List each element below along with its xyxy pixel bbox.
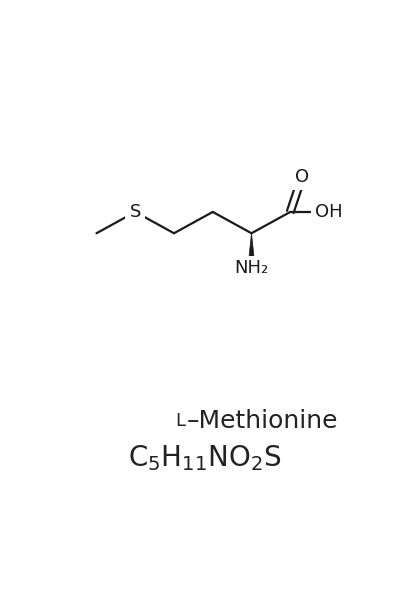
Text: C$_5$H$_{11}$NO$_2$S: C$_5$H$_{11}$NO$_2$S [128, 443, 282, 473]
Text: –Methionine: –Methionine [186, 409, 338, 433]
Text: NH₂: NH₂ [234, 259, 269, 277]
Text: L: L [175, 412, 185, 430]
Text: O: O [295, 168, 309, 186]
Text: S: S [130, 203, 141, 221]
Polygon shape [248, 233, 255, 268]
Text: OH: OH [315, 203, 343, 221]
